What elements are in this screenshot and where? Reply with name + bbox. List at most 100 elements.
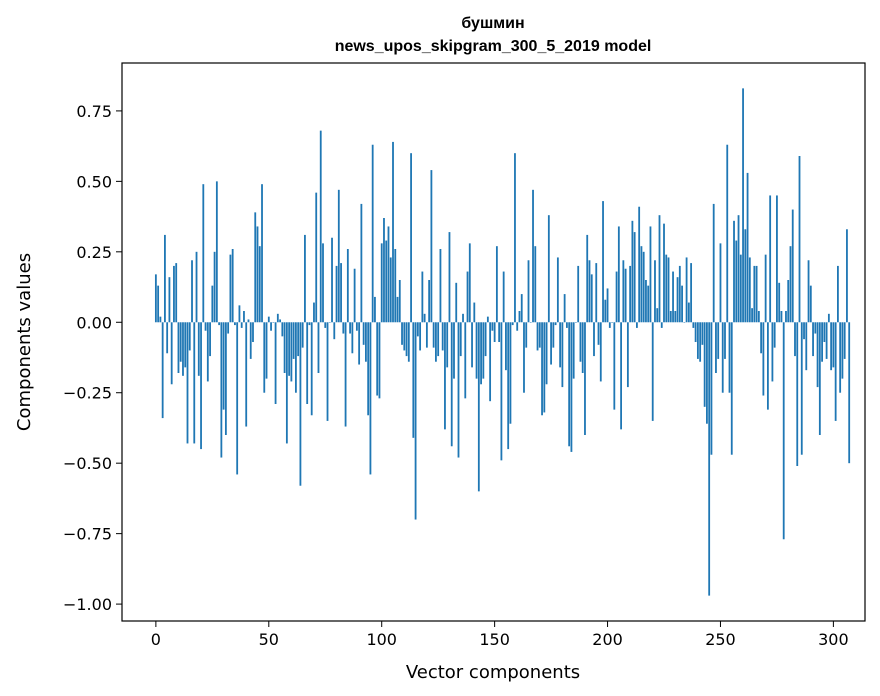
bar [380,243,383,323]
bar [206,322,209,382]
x-tick-label: 200 [592,630,623,649]
bar [281,322,284,337]
bar [699,322,702,362]
bar [611,322,613,323]
bar [505,322,507,371]
bar [812,322,814,357]
bar [703,322,706,407]
bar [299,322,302,486]
bar [238,305,241,323]
bar [283,322,286,373]
bar [701,322,704,345]
bar [597,322,600,345]
bar [525,322,528,348]
bar [421,271,424,323]
bar [690,263,693,323]
bar [191,260,193,323]
bar [755,265,758,323]
bar [453,322,455,379]
bar [694,322,697,342]
bar [204,322,207,331]
bar [193,322,196,444]
bar [159,316,162,323]
bar [195,251,198,323]
bar [742,88,744,323]
bar [787,280,790,323]
bar [457,322,460,458]
y-axis-ticks: 0.75 0.50 0.25 0.00 −0.25 −0.50 −0.75 −1.00 [63,102,122,614]
bar [416,322,419,337]
bar [834,322,837,421]
x-tick-label: 300 [818,630,849,649]
bar [498,322,501,342]
bar [383,218,385,323]
bar [493,322,496,342]
bar [441,322,444,351]
bar [450,322,453,447]
bar [570,322,573,452]
bar [432,322,435,348]
bar [224,322,227,435]
bar [538,322,541,348]
y-tick-label: −0.50 [63,454,112,473]
bar [423,313,426,323]
bar [757,311,760,323]
bar [468,243,471,323]
bar [374,296,376,323]
bar [737,215,740,323]
bar [572,322,575,379]
bar [215,181,218,323]
bar [328,322,331,323]
bar [771,322,774,382]
bar [220,322,223,458]
bar [430,170,433,323]
bar [796,322,799,466]
bar [588,260,591,323]
bar [681,285,683,323]
bar [733,220,735,323]
bar [288,322,291,376]
bar [545,322,548,385]
bar [839,322,842,393]
bar [254,212,257,323]
bar [769,195,772,323]
bar [647,285,650,323]
bar [721,322,724,393]
bar [748,257,751,323]
bar [837,265,839,323]
bar [552,322,555,348]
bar [830,322,833,371]
bar [337,189,340,323]
bar [197,322,200,376]
bar [464,322,467,399]
y-tick-label: 0.50 [76,172,112,191]
bar [267,316,270,323]
bar [728,322,731,393]
bar [369,322,372,475]
bar [636,322,638,328]
bar [622,260,625,323]
chart-title-line1: бушмин [461,15,524,32]
bar [613,322,616,410]
bar [353,268,356,323]
bar [258,246,261,323]
bar [308,322,311,326]
bar [764,254,767,323]
bar [394,249,397,323]
bar [667,257,670,323]
bar [274,322,277,404]
bar [581,322,584,373]
bar [719,243,722,323]
bar [482,322,485,379]
bar [606,288,609,323]
bar [290,322,293,382]
bar [827,313,830,323]
y-tick-label: 0.25 [76,243,112,262]
bar [489,322,492,402]
bar [331,237,333,323]
bar [683,322,686,323]
bar [615,271,618,323]
bar [739,254,742,323]
bar [649,226,652,323]
bar [746,172,749,323]
